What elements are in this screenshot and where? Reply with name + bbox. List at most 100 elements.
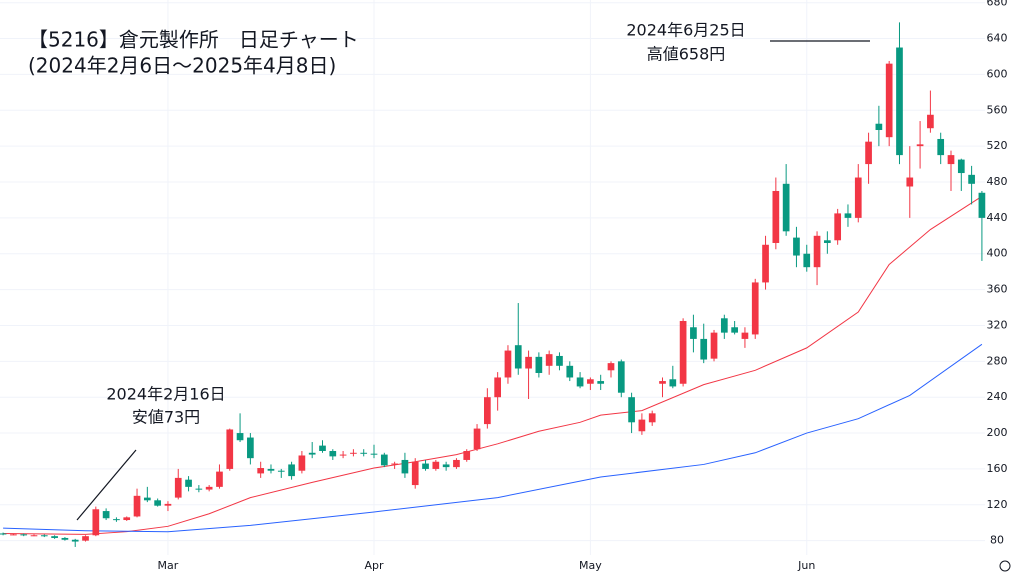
candle-body <box>700 338 708 360</box>
x-tick-label: Apr <box>364 559 384 572</box>
candle-body <box>329 450 337 457</box>
candle-body <box>854 177 862 218</box>
candle-body <box>195 488 203 490</box>
candle-body <box>556 355 563 366</box>
y-tick-label: 160 <box>987 462 1008 475</box>
candle-body <box>772 190 780 243</box>
candle-body <box>411 461 419 486</box>
grid <box>0 0 985 555</box>
moving-average <box>3 195 983 535</box>
candle-body <box>40 535 48 537</box>
candle-body <box>906 177 914 187</box>
candle-body <box>463 450 471 460</box>
candle-body <box>968 174 975 184</box>
candle-body <box>525 356 532 369</box>
candle-body <box>143 497 151 501</box>
candle-body <box>782 183 790 232</box>
y-tick-label: 120 <box>987 498 1008 511</box>
candle-body <box>875 123 883 131</box>
candle-body <box>494 377 502 398</box>
annotation: 2024年6月25日 <box>626 21 745 40</box>
candle-body <box>298 455 306 471</box>
candle-body <box>216 471 223 487</box>
settings-icon[interactable] <box>999 560 1011 572</box>
y-tick-label: 480 <box>987 175 1008 188</box>
candle-body <box>102 511 110 519</box>
candle-body <box>659 381 666 384</box>
candle-body <box>710 332 718 359</box>
candle-body <box>154 500 161 506</box>
candle-body <box>834 213 842 241</box>
candle-body <box>174 477 182 498</box>
candle-body <box>690 327 697 339</box>
y-tick-label: 240 <box>987 390 1008 403</box>
candle-body <box>288 464 295 477</box>
candle-body <box>391 463 398 465</box>
candle-body <box>978 192 986 218</box>
candle-body <box>741 332 749 339</box>
candle-body <box>514 345 522 369</box>
x-tick-label: Jun <box>797 559 815 572</box>
candle-body <box>916 144 924 147</box>
candle-body <box>267 468 275 471</box>
candle-body <box>370 453 378 455</box>
candle-body <box>133 495 141 517</box>
x-tick-label: Mar <box>158 559 179 572</box>
candle-body <box>113 519 120 521</box>
candle-body <box>731 327 738 333</box>
candle-body <box>308 452 316 455</box>
candle-body <box>380 454 388 466</box>
candle-body <box>473 428 481 450</box>
candle-body <box>350 452 357 454</box>
y-tick-label: 520 <box>987 139 1008 152</box>
candle-body <box>669 379 677 387</box>
candle-body <box>422 463 429 469</box>
y-tick-label: 360 <box>987 283 1008 296</box>
candle-body <box>535 356 543 373</box>
candle-body <box>71 539 79 542</box>
candle-body <box>236 433 244 441</box>
candle-body <box>483 397 491 425</box>
candle-body <box>824 240 831 243</box>
candle-body <box>61 537 69 540</box>
candle-body <box>185 479 192 487</box>
candle-body <box>865 141 872 165</box>
candle-body <box>751 282 759 335</box>
candle-body <box>319 445 326 451</box>
candle-body <box>566 365 574 378</box>
annotation: 安値73円 <box>132 408 200 427</box>
candle-body <box>0 533 7 535</box>
candle-body <box>648 413 656 423</box>
candle-body <box>720 318 728 333</box>
candle-body <box>628 397 635 423</box>
candle-body <box>844 213 852 218</box>
candle-body <box>957 159 965 174</box>
candle-body <box>10 534 17 536</box>
y-tick-label: 680 <box>987 0 1008 9</box>
candle-body <box>504 350 512 378</box>
annotation-pointer <box>76 449 137 521</box>
candle-body <box>226 429 234 469</box>
candle-body <box>339 454 347 456</box>
y-tick-label: 440 <box>987 211 1008 224</box>
candle-body <box>638 419 646 432</box>
candle-body <box>947 155 955 165</box>
moving-average <box>3 343 983 533</box>
candle-body <box>123 517 131 521</box>
candle-body <box>762 244 769 283</box>
candle-body <box>432 461 440 469</box>
candle-body <box>813 235 821 268</box>
candle-body <box>51 536 58 538</box>
y-tick-label: 560 <box>987 103 1008 116</box>
y-tick-label: 200 <box>987 426 1008 439</box>
y-tick-label: 600 <box>987 67 1008 80</box>
x-tick-label: May <box>579 559 602 572</box>
candle-body <box>453 459 460 468</box>
candle-body <box>360 452 368 454</box>
candle-body <box>20 534 28 536</box>
candle-body <box>587 379 594 384</box>
candle-body <box>545 354 553 366</box>
candle-body <box>576 377 584 387</box>
y-tick-label: 280 <box>987 354 1008 367</box>
